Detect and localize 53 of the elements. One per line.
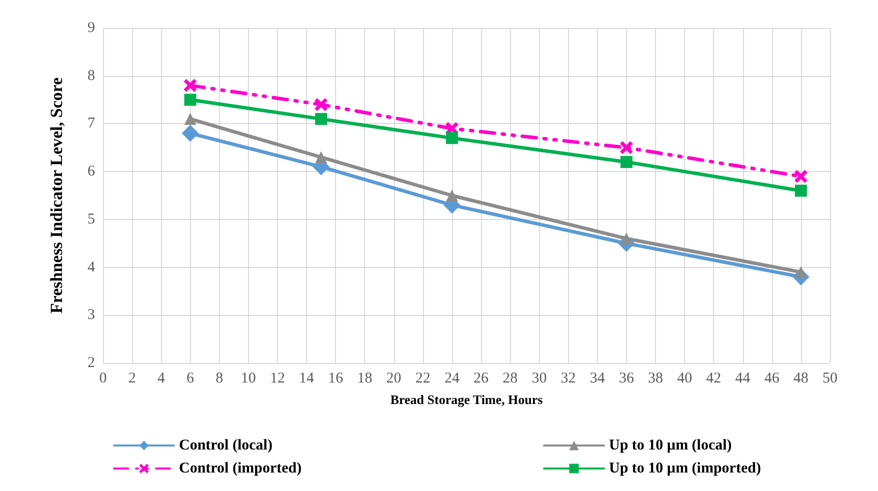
y-tick-label: 3: [88, 307, 95, 324]
x-tick-label: 50: [822, 370, 838, 386]
x-tick-label: 6: [186, 370, 194, 386]
x-tick-label: 34: [590, 370, 606, 386]
x-tick-label: 24: [444, 370, 460, 386]
x-tick-label: 26: [474, 370, 490, 386]
x-tick-label: 30: [532, 370, 547, 386]
point: [620, 141, 633, 154]
point: [315, 112, 328, 125]
x-tick-label: 18: [357, 370, 372, 386]
x-tick-label: 40: [677, 370, 692, 386]
point: [446, 190, 458, 202]
x-tick-label: 22: [415, 370, 430, 386]
point: [184, 78, 197, 92]
point: [184, 112, 196, 125]
legend-label: Up to 10 µm (imported): [609, 460, 761, 476]
point: [794, 170, 808, 183]
y-tick-label: 6: [88, 164, 96, 180]
y-tick-label: 8: [88, 68, 95, 84]
legend-label: Control (imported): [179, 460, 302, 476]
x-tick-label: 4: [157, 370, 166, 386]
y-tick-label: 9: [88, 20, 95, 36]
x-tick-label: 10: [240, 370, 256, 386]
x-tick-label: 0: [99, 370, 107, 386]
point: [182, 124, 199, 142]
x-tick-label: 8: [216, 370, 224, 386]
legend-label: Control (local): [179, 438, 272, 454]
y-tick-label: 5: [88, 211, 95, 228]
x-tick-label: 12: [270, 370, 285, 386]
x-axis-title: Bread Storage Time, Hours: [390, 392, 543, 407]
x-tick-label: 48: [793, 370, 808, 386]
x-tick-label: 32: [560, 370, 576, 386]
x-tick-label: 14: [299, 370, 315, 386]
point: [314, 98, 328, 112]
x-tick-label: 16: [328, 370, 344, 386]
legend-label: Up to 10 µm (local): [609, 438, 732, 454]
point: [184, 94, 196, 106]
x-tick-label: 42: [706, 370, 722, 386]
y-tick-label: 2: [88, 355, 95, 371]
x-tick-label: 46: [764, 370, 780, 386]
y-axis-title: Freshness Indicator Level, Score: [47, 77, 66, 314]
x-tick-label: 44: [735, 370, 751, 386]
x-tick-label: 20: [386, 370, 402, 386]
x-tick-label: 36: [618, 370, 634, 386]
x-tick-label: 38: [648, 370, 664, 386]
point: [620, 156, 632, 168]
point: [315, 151, 328, 164]
x-tick-label: 28: [502, 370, 518, 386]
y-tick-label: 4: [88, 259, 96, 276]
y-tick-label: 7: [88, 116, 96, 132]
x-tick-label: 2: [128, 370, 136, 386]
point: [446, 132, 458, 144]
point: [794, 184, 807, 197]
